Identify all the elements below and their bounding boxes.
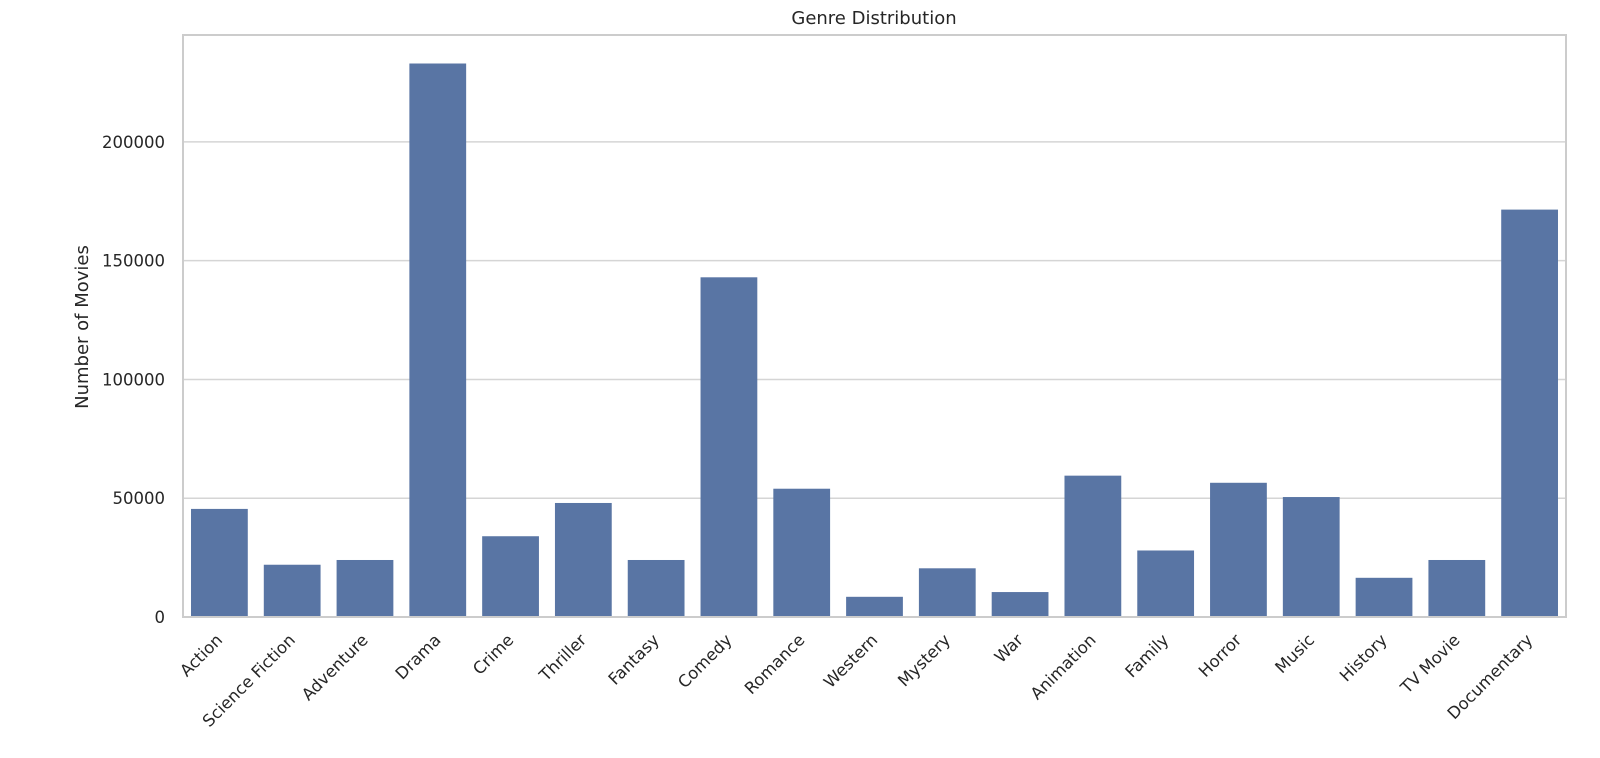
- x-tick-label: Romance: [741, 630, 809, 698]
- x-tick-label: Mystery: [894, 630, 954, 690]
- bar-war: [991, 592, 1049, 617]
- bar-comedy: [700, 277, 758, 617]
- x-tick-label: Comedy: [674, 630, 736, 692]
- y-axis-ticks: 0 50000 100000 150000 200000: [102, 133, 165, 627]
- plot-frame: [182, 34, 1567, 618]
- bar-action: [191, 508, 248, 617]
- x-tick-label: Crime: [469, 630, 517, 678]
- y-tick-label: 100000: [102, 370, 165, 389]
- bar-horror: [1210, 482, 1267, 617]
- bar-music: [1282, 497, 1340, 617]
- bar-tv-movie: [1428, 559, 1486, 617]
- bar-drama: [409, 63, 467, 618]
- bar-crime: [482, 536, 539, 617]
- y-axis-label: Number of Movies: [72, 245, 93, 409]
- bar-western: [846, 596, 903, 617]
- x-tick-label: Western: [820, 630, 881, 691]
- x-tick-label: Family: [1122, 630, 1173, 681]
- bar-documentary: [1501, 209, 1558, 617]
- x-tick-label: History: [1336, 630, 1391, 685]
- x-tick-label: Thriller: [535, 630, 590, 685]
- x-tick-label: Horror: [1195, 630, 1246, 681]
- x-tick-label: Fantasy: [605, 630, 663, 688]
- x-tick-label: Animation: [1027, 630, 1100, 703]
- y-tick-label: 50000: [113, 489, 166, 508]
- chart-title: Genre Distribution: [791, 8, 956, 29]
- bar-thriller: [554, 502, 612, 617]
- bar-fantasy: [627, 559, 685, 617]
- bar-family: [1137, 550, 1195, 617]
- y-tick-label: 200000: [102, 133, 165, 152]
- bar-mystery: [918, 568, 976, 617]
- x-tick-label: Music: [1271, 630, 1318, 677]
- bar-adventure: [336, 559, 394, 617]
- bar-science-fiction: [263, 564, 321, 617]
- y-tick-label: 0: [155, 608, 166, 627]
- bar-romance: [773, 488, 831, 617]
- x-tick-label: Adventure: [298, 630, 372, 704]
- y-tick-label: 150000: [102, 252, 165, 271]
- bar-animation: [1064, 475, 1122, 617]
- x-tick-label: War: [991, 630, 1027, 666]
- x-tick-label: Action: [176, 630, 226, 680]
- x-tick-label: Drama: [392, 630, 445, 683]
- bar-history: [1355, 577, 1413, 617]
- x-tick-label: TV Movie: [1396, 630, 1463, 697]
- bars: [191, 63, 1558, 618]
- gridlines: [183, 141, 1566, 618]
